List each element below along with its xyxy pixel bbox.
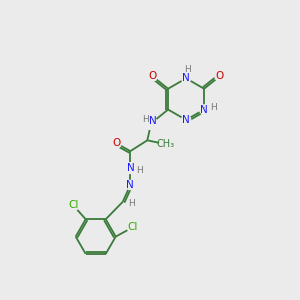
Text: N: N [127,180,134,190]
Circle shape [112,139,121,148]
Text: N: N [200,104,208,115]
Circle shape [182,74,191,83]
Circle shape [182,115,191,124]
Circle shape [68,200,79,211]
Text: H: H [128,199,135,208]
Text: H: H [184,64,191,74]
Circle shape [145,117,157,130]
Text: -: - [202,103,205,112]
Circle shape [200,105,209,114]
Circle shape [126,180,135,190]
Circle shape [215,72,224,81]
Text: H: H [210,103,217,112]
Text: N: N [127,163,135,173]
Text: O: O [215,71,223,81]
Text: N: N [149,116,157,126]
Circle shape [125,163,136,173]
Circle shape [148,72,157,81]
Circle shape [160,138,172,150]
Text: CH₃: CH₃ [157,139,175,149]
Text: H: H [136,166,143,175]
Circle shape [127,222,138,233]
Text: O: O [112,138,121,148]
Text: O: O [148,71,157,81]
Text: Cl: Cl [128,222,138,232]
Text: N: N [182,115,190,125]
Text: N: N [182,73,190,83]
Text: Cl: Cl [68,200,79,210]
Text: H: H [142,115,149,124]
